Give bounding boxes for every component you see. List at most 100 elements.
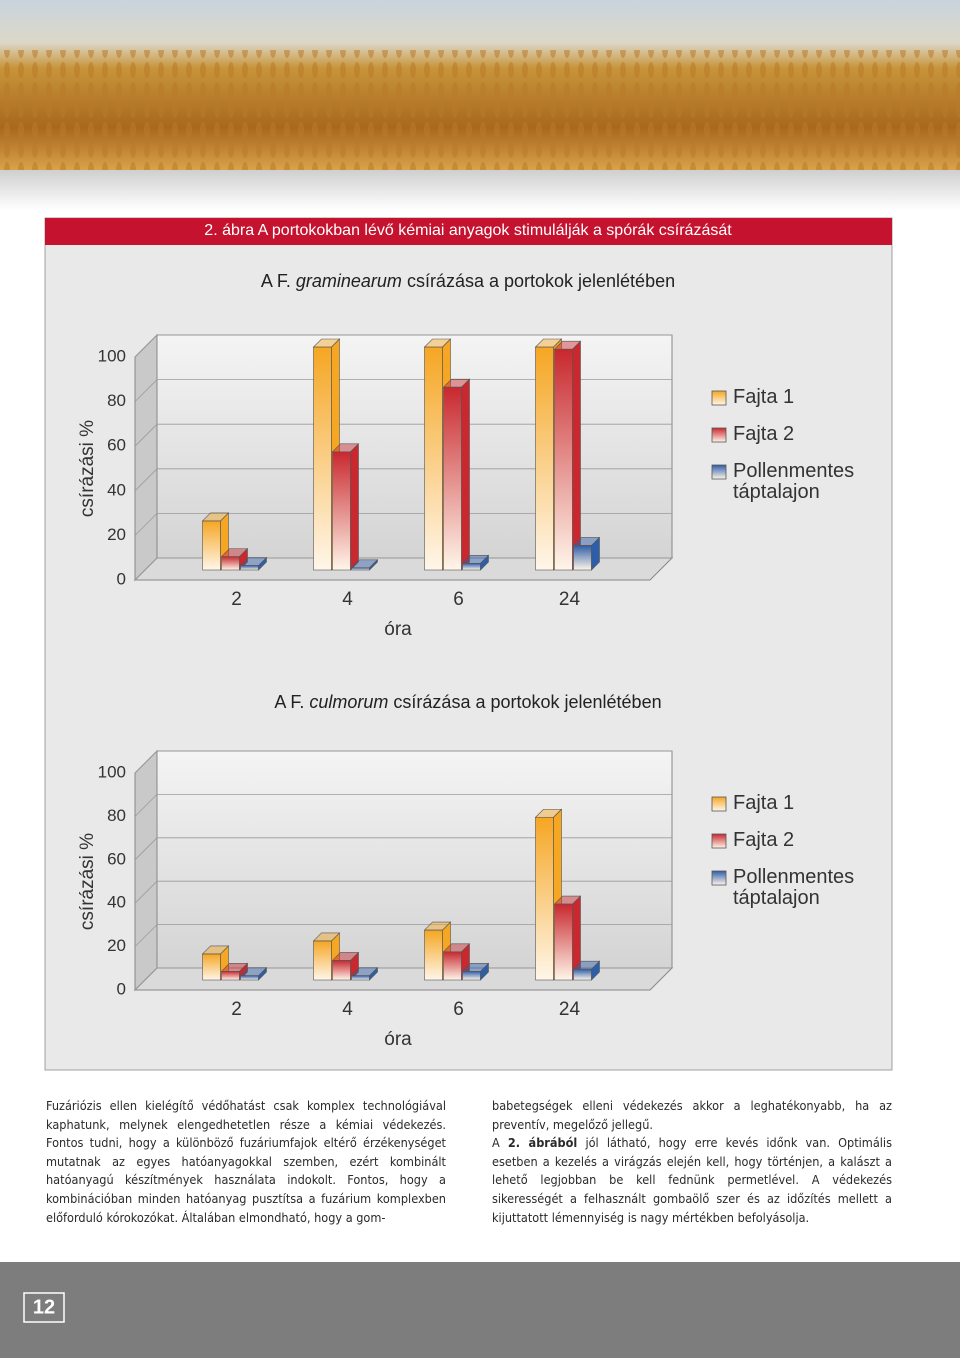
title-prefix: A F. xyxy=(274,692,304,712)
text: A xyxy=(492,1135,500,1151)
legend-entry: Pollenmentes táptalajon xyxy=(733,867,855,909)
bar-top xyxy=(220,548,249,557)
paragraph: babetegségek elleni védekezés akkor a le… xyxy=(492,1098,892,1132)
legend-label: Fajta 1 xyxy=(733,793,795,814)
bar-front xyxy=(443,386,462,571)
bar-front xyxy=(424,346,443,571)
grid-line xyxy=(134,334,672,358)
bar xyxy=(350,966,379,981)
bar-front xyxy=(443,951,462,981)
bar-front xyxy=(351,567,370,571)
bar-top xyxy=(442,943,471,953)
text: jól látható, hogy erre kevés időnk van. … xyxy=(492,1135,892,1225)
legend-label: Pollenmentes táptalajon xyxy=(733,461,855,503)
text-bold: 2. ábrából xyxy=(507,1135,578,1151)
page-number: 12 xyxy=(33,1296,55,1318)
side-wall xyxy=(134,749,158,992)
body-right: babetegségek elleni védekezés akkor a le… xyxy=(492,1097,892,1227)
x-tick-label: 24 xyxy=(559,999,581,1020)
bar xyxy=(331,951,360,981)
x-tick-label: 24 xyxy=(559,589,581,610)
y-tick-label: 40 xyxy=(107,893,126,912)
grid-line xyxy=(134,423,672,447)
paragraph: Fuzáriózis ellen kielégítő védőhatást cs… xyxy=(46,1098,446,1225)
x-tick-label: 6 xyxy=(453,589,464,610)
page-number-box xyxy=(23,1292,65,1323)
grid-line xyxy=(134,924,672,947)
back-wall xyxy=(156,334,673,559)
legend-label: Fajta 1 xyxy=(733,387,795,408)
title-species: culmorum xyxy=(309,692,388,712)
bar-side xyxy=(572,340,581,571)
title-rest: csírázása a portokok jelenlétében xyxy=(393,692,661,712)
bar-front xyxy=(221,971,240,981)
grid-line xyxy=(134,379,672,402)
bar-top xyxy=(331,443,360,453)
bar-front xyxy=(535,346,554,571)
bar-top xyxy=(572,960,601,970)
bar-top xyxy=(220,963,249,972)
bar-front xyxy=(332,960,351,981)
bar-front xyxy=(221,556,240,571)
x-tick-label: 4 xyxy=(342,999,353,1020)
grid-line xyxy=(134,837,672,861)
grid-line xyxy=(134,794,672,817)
bar xyxy=(461,554,490,571)
bar xyxy=(350,559,379,571)
body-left: Fuzáriózis ellen kielégítő védőhatást cs… xyxy=(46,1097,446,1227)
figure-caption: 2. ábra A portokokban lévő kémiai anyago… xyxy=(204,222,732,239)
legend-entry: Fajta 2 xyxy=(733,830,794,851)
grid-line xyxy=(134,513,672,536)
y-tick-label: 100 xyxy=(98,346,126,365)
y-tick-label: 60 xyxy=(107,436,126,455)
legend-label: Pollenmentes táptalajon xyxy=(733,867,855,909)
bar xyxy=(572,536,601,571)
legend-swatch xyxy=(711,870,727,886)
bar-top xyxy=(534,808,563,818)
back-wall xyxy=(156,750,673,969)
bar-top xyxy=(350,559,379,569)
bar-front xyxy=(554,348,573,571)
bar-front xyxy=(424,929,443,981)
bar-front xyxy=(332,451,351,571)
y-tick-label: 40 xyxy=(107,480,126,499)
legend-swatch xyxy=(711,796,727,812)
legend-swatch xyxy=(711,464,727,480)
bar-top xyxy=(572,537,601,546)
bar-top xyxy=(239,557,268,566)
bar xyxy=(534,808,563,981)
y-tick-label: 100 xyxy=(98,762,126,781)
bar xyxy=(239,556,268,571)
bar-front xyxy=(573,968,592,981)
legend-entry: Fajta 2 xyxy=(733,424,795,445)
x-axis-label: óra xyxy=(384,619,412,640)
bar xyxy=(461,962,490,981)
bar xyxy=(220,547,249,571)
grid-line xyxy=(134,557,672,581)
legend-swatch xyxy=(711,833,727,849)
grid-line xyxy=(134,880,672,904)
grid-line xyxy=(134,468,672,492)
bar-front xyxy=(202,520,221,571)
bar-front xyxy=(313,940,332,981)
bar-top xyxy=(534,338,563,348)
bar-top xyxy=(423,921,452,931)
footer xyxy=(0,1262,960,1358)
bar-front xyxy=(573,545,592,571)
bar-front xyxy=(462,971,481,981)
legend-label: Fajta 2 xyxy=(733,424,795,445)
bar-top xyxy=(331,952,360,961)
bar xyxy=(239,966,268,981)
y-tick-label: 0 xyxy=(117,979,126,998)
x-tick-label: 4 xyxy=(342,589,353,610)
bar xyxy=(572,960,601,981)
bar-top xyxy=(312,338,341,348)
x-axis-label: óra xyxy=(384,1029,412,1050)
bar-top xyxy=(239,967,268,976)
bar-front xyxy=(462,563,481,571)
y-tick-label: 0 xyxy=(117,569,126,588)
bar xyxy=(553,340,582,571)
side-wall xyxy=(134,333,158,582)
grid-line xyxy=(134,750,672,774)
